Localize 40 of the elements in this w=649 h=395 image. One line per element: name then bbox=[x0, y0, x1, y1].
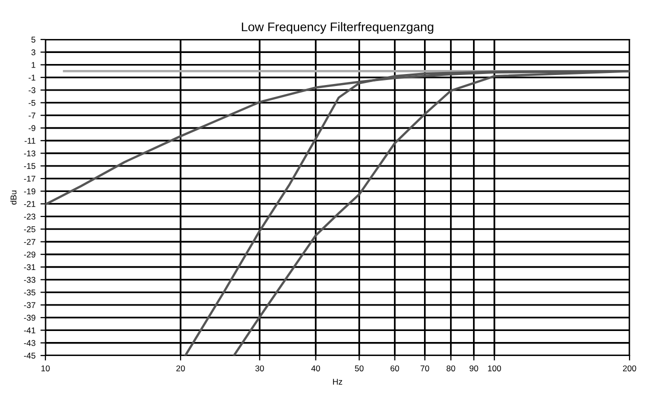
x-tick-label: 90 bbox=[470, 365, 478, 372]
x-tick-label: 60 bbox=[390, 365, 400, 372]
x-tick-label: 80 bbox=[446, 365, 456, 372]
y-tick-label: 1 bbox=[32, 62, 36, 68]
y-tick-label: -5 bbox=[28, 100, 36, 106]
y-tick-label: -19 bbox=[24, 188, 36, 194]
y-tick-label: 5 bbox=[31, 36, 36, 43]
y-tick-label: -17 bbox=[24, 176, 36, 182]
x-tick-label: 10 bbox=[41, 365, 50, 372]
y-tick-label: -1 bbox=[28, 74, 36, 80]
y-tick-label: -45 bbox=[24, 352, 36, 359]
x-tick-label: 50 bbox=[354, 365, 364, 372]
x-tick-label: 100 bbox=[488, 365, 502, 372]
y-tick-label: 3 bbox=[31, 49, 36, 56]
x-axis-title: Hz bbox=[333, 378, 342, 385]
y-tick-label: -25 bbox=[24, 226, 36, 232]
y-tick-label: -3 bbox=[28, 87, 36, 94]
y-tick-label: -41 bbox=[24, 328, 36, 334]
y-tick-label: -9 bbox=[28, 125, 36, 132]
y-tick-label: -15 bbox=[24, 163, 36, 169]
chart-title: Low Frequency Filterfrequenzgang bbox=[242, 22, 434, 34]
x-tick-label: 20 bbox=[176, 365, 185, 372]
y-tick-label: -39 bbox=[24, 314, 36, 321]
y-axis-title: dBu bbox=[10, 190, 16, 205]
x-tick-label: 30 bbox=[255, 365, 264, 372]
y-tick-label: -35 bbox=[24, 290, 36, 296]
y-tick-label: -37 bbox=[24, 302, 36, 308]
x-tick-label: 70 bbox=[420, 365, 430, 372]
y-tick-label: -21 bbox=[24, 201, 36, 207]
y-tick-label: -31 bbox=[24, 264, 36, 270]
y-tick-label: -11 bbox=[24, 138, 36, 144]
y-tick-label: -13 bbox=[24, 150, 36, 156]
y-tick-label: -43 bbox=[24, 340, 36, 346]
y-tick-label: -33 bbox=[24, 276, 36, 283]
y-tick-label: -7 bbox=[28, 112, 36, 118]
x-tick-label: 200 bbox=[623, 365, 636, 372]
y-tick-label: -29 bbox=[24, 252, 36, 258]
y-tick-label: -23 bbox=[24, 214, 36, 220]
x-tick-label: 40 bbox=[311, 365, 320, 372]
y-tick-label: -27 bbox=[24, 238, 36, 245]
